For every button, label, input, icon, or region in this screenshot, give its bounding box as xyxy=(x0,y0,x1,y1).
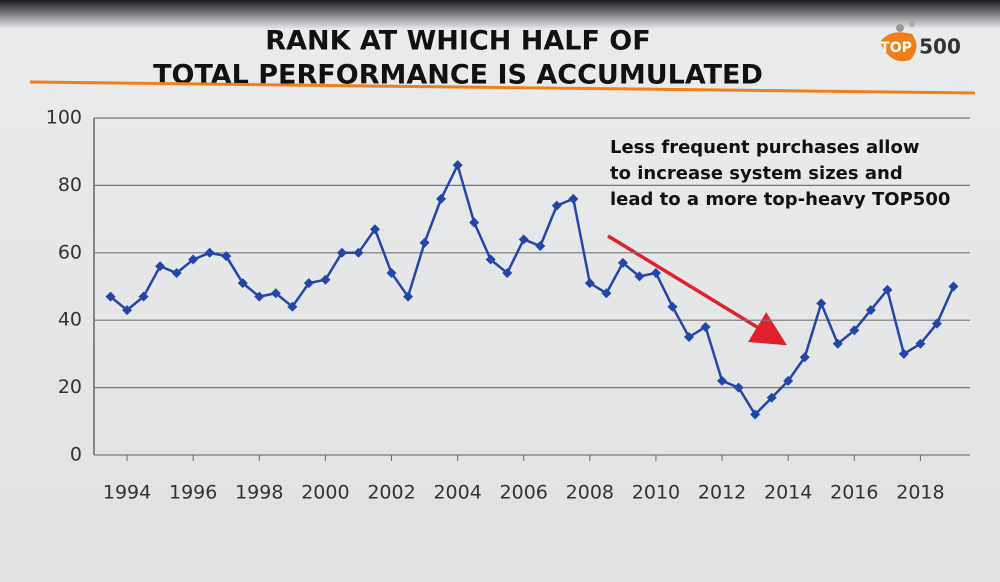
annotation: to increase system sizes and xyxy=(610,163,903,184)
x-tick-label: 2014 xyxy=(764,482,812,504)
y-tick-label: 0 xyxy=(70,444,82,466)
annotation: lead to a more top-heavy TOP500 xyxy=(610,189,950,210)
x-tick-label: 2000 xyxy=(301,482,349,504)
x-tick-label: 1996 xyxy=(169,482,217,504)
data-point xyxy=(667,301,678,312)
data-point xyxy=(684,332,695,343)
series-line xyxy=(109,161,955,417)
data-point xyxy=(452,160,463,171)
data-point xyxy=(750,409,761,420)
data-point xyxy=(948,281,959,292)
data-point xyxy=(105,291,116,302)
x-tick-label: 2018 xyxy=(896,482,944,504)
data-point xyxy=(551,200,562,211)
data-point xyxy=(849,325,860,336)
data-point xyxy=(320,274,331,285)
data-point xyxy=(270,288,281,299)
data-point xyxy=(634,271,645,282)
data-point xyxy=(138,291,149,302)
data-point xyxy=(419,237,430,248)
data-point xyxy=(650,268,661,279)
data-point xyxy=(469,217,480,228)
data-point xyxy=(436,193,447,204)
x-tick-label: 1994 xyxy=(103,482,151,504)
data-point xyxy=(254,291,265,302)
x-tick-label: 2002 xyxy=(367,482,415,504)
data-point xyxy=(353,247,364,258)
y-tick-label: 60 xyxy=(58,241,82,263)
x-tick-label: 2006 xyxy=(500,482,548,504)
logo-shape xyxy=(880,32,917,62)
data-point xyxy=(915,338,926,349)
x-tick-label: 1998 xyxy=(235,482,283,504)
data-point xyxy=(882,284,893,295)
data-point xyxy=(931,318,942,329)
y-tick-label: 100 xyxy=(46,107,82,129)
data-point xyxy=(303,278,314,289)
data-point xyxy=(369,224,380,235)
data-point xyxy=(601,288,612,299)
logo-text: 500 xyxy=(919,35,961,59)
data-point xyxy=(188,254,199,265)
data-point xyxy=(535,241,546,252)
data-point xyxy=(287,301,298,312)
data-point xyxy=(204,247,215,258)
data-point xyxy=(617,257,628,268)
logo-dot xyxy=(909,21,915,27)
logo-text: TOP xyxy=(880,40,912,56)
data-point xyxy=(386,268,397,279)
data-point xyxy=(816,298,827,309)
x-tick-label: 2008 xyxy=(566,482,614,504)
data-point xyxy=(700,321,711,332)
data-point xyxy=(122,305,133,316)
x-tick-label: 2010 xyxy=(632,482,680,504)
title-line: RANK AT WHICH HALF OF xyxy=(265,26,650,57)
data-point xyxy=(403,291,414,302)
y-tick-label: 40 xyxy=(58,309,82,331)
data-point xyxy=(898,348,909,359)
y-tick-label: 20 xyxy=(58,376,82,398)
data-point xyxy=(336,247,347,258)
data-point xyxy=(865,305,876,316)
x-tick-label: 2012 xyxy=(698,482,746,504)
title-rule xyxy=(29,80,976,95)
annotation: Less frequent purchases allow xyxy=(610,137,919,158)
data-point xyxy=(584,278,595,289)
data-point xyxy=(766,392,777,403)
data-point xyxy=(221,251,232,262)
data-point xyxy=(171,268,182,279)
data-point xyxy=(783,375,794,386)
data-point xyxy=(155,261,166,272)
data-point xyxy=(502,268,513,279)
data-point xyxy=(717,375,728,386)
data-point xyxy=(733,382,744,393)
x-tick-label: 2016 xyxy=(830,482,878,504)
data-point xyxy=(568,193,579,204)
data-point xyxy=(832,338,843,349)
y-tick-label: 80 xyxy=(58,174,82,196)
data-point xyxy=(237,278,248,289)
data-point xyxy=(485,254,496,265)
logo-dot xyxy=(896,24,904,32)
data-point xyxy=(518,234,529,245)
data-point xyxy=(799,352,810,363)
x-tick-label: 2004 xyxy=(433,482,481,504)
